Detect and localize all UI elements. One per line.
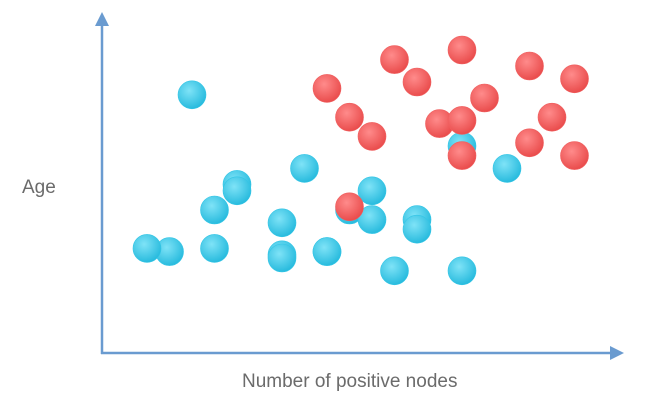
red-point-12 — [515, 128, 544, 158]
axes — [95, 12, 624, 360]
red-point-14 — [447, 141, 477, 170]
red-point-15 — [335, 192, 364, 222]
blue-point-4 — [290, 154, 319, 183]
blue-point-0 — [177, 80, 207, 110]
blue-point-13 — [312, 237, 342, 266]
red-point-4 — [560, 64, 589, 94]
red-point-3 — [402, 67, 432, 97]
red-point-6 — [470, 83, 499, 113]
blue-point-20 — [380, 256, 409, 286]
blue-point-12 — [357, 205, 387, 234]
blue-point-6 — [222, 176, 252, 206]
y-axis-arrowhead — [95, 12, 109, 26]
blue-point-2 — [492, 154, 522, 183]
blue-point-18 — [200, 234, 229, 263]
red-point-5 — [312, 74, 342, 103]
data-points — [132, 35, 589, 286]
blue-point-15 — [402, 214, 432, 244]
y-axis-label: Age — [22, 177, 56, 198]
x-axis-arrowhead — [610, 346, 624, 360]
red-point-1 — [447, 35, 477, 65]
blue-point-7 — [200, 195, 229, 225]
blue-point-17 — [132, 234, 162, 263]
red-point-7 — [335, 102, 364, 132]
red-point-9 — [447, 106, 477, 135]
red-point-10 — [537, 102, 567, 132]
blue-point-11 — [357, 176, 387, 206]
red-point-0 — [380, 45, 409, 74]
red-point-13 — [560, 141, 589, 170]
red-point-11 — [357, 122, 387, 151]
x-axis-label: Number of positive nodes — [242, 371, 458, 392]
blue-point-21 — [447, 256, 477, 286]
blue-point-19 — [267, 243, 297, 273]
red-point-2 — [515, 51, 544, 81]
blue-point-9 — [267, 208, 297, 238]
